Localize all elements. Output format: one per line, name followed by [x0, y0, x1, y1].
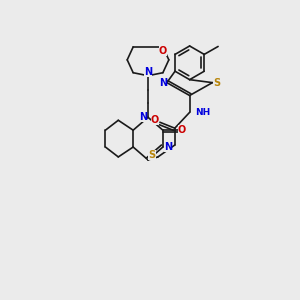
Text: N: N	[144, 67, 152, 77]
Text: N: N	[164, 142, 172, 152]
Text: NH: NH	[196, 108, 211, 117]
Text: O: O	[159, 46, 167, 56]
Text: S: S	[213, 78, 220, 88]
Text: O: O	[151, 115, 159, 125]
Text: O: O	[178, 125, 186, 135]
Text: N: N	[139, 112, 147, 122]
Text: S: S	[148, 150, 155, 160]
Text: N: N	[159, 78, 167, 88]
